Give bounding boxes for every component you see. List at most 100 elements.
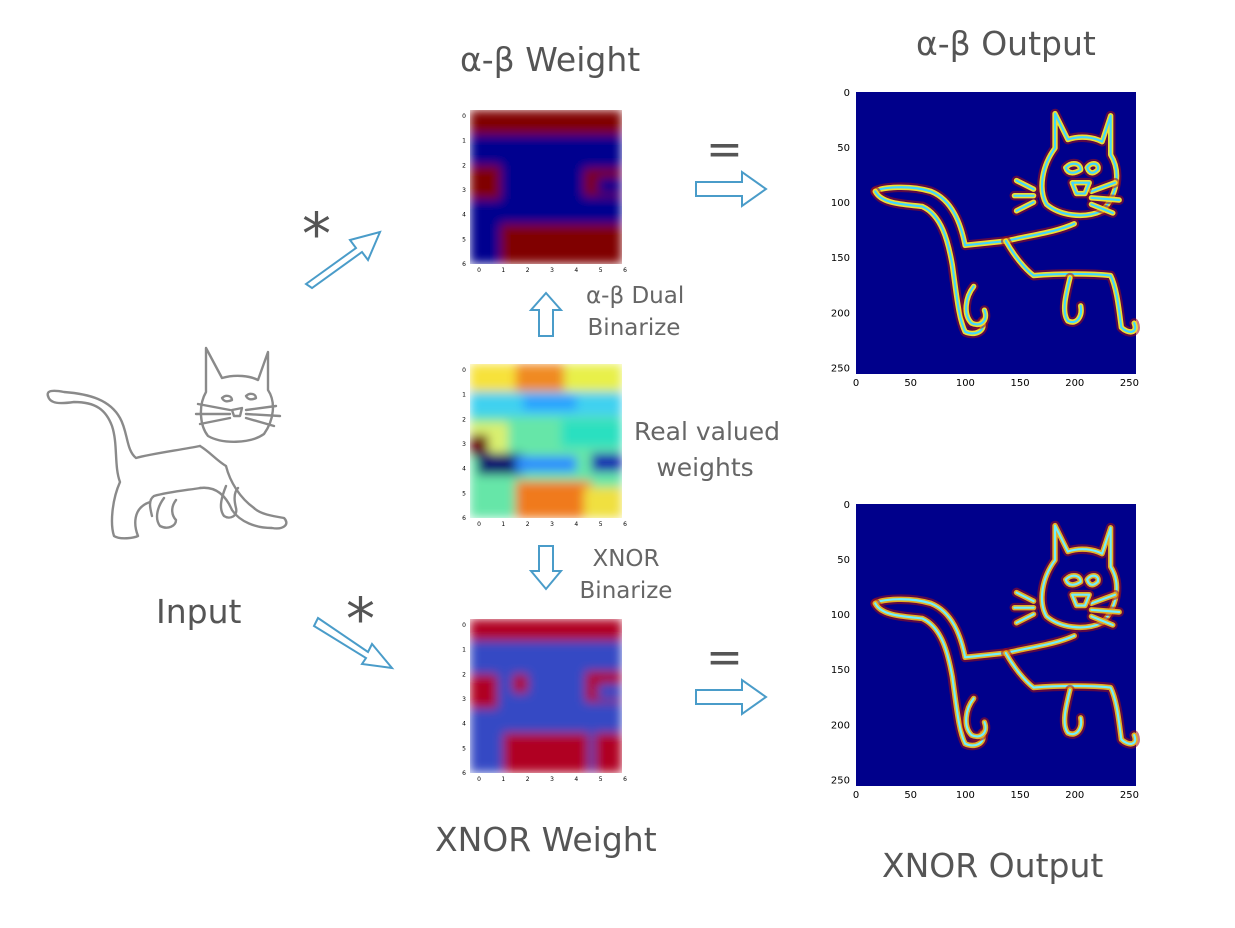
xnor-output-x-tick: 50 <box>904 790 917 801</box>
xnor-weight-region <box>512 674 528 693</box>
arrow-to-ab-weight <box>304 230 382 290</box>
ab-weight-region <box>470 110 622 135</box>
real-weight-region <box>477 453 524 475</box>
ab-weight-x-tick: 6 <box>623 267 627 274</box>
ab-output-y-tick: 0 <box>844 88 850 99</box>
xnor-weight-x-tick: 3 <box>550 776 554 783</box>
xnor-weight-y-tick: 5 <box>462 745 466 752</box>
real-line2: weights <box>656 453 754 482</box>
edge-inner <box>1071 181 1091 195</box>
real-weight-x-tick: 6 <box>623 521 627 528</box>
real-weight-y-tick: 2 <box>462 416 466 423</box>
xnor-weight-y-tick: 4 <box>462 721 466 728</box>
real-weight-region <box>470 434 489 457</box>
convolve-symbol-bottom: * <box>346 585 375 653</box>
real-weight-x-tick: 1 <box>501 521 505 528</box>
ab-output-x-tick: 0 <box>853 378 859 389</box>
edge-inner <box>874 598 1076 659</box>
real-weight-y-tick: 5 <box>462 490 466 497</box>
edge-inner <box>1063 688 1083 736</box>
ab-output-x-tick: 200 <box>1065 378 1084 389</box>
real-weight-region <box>515 481 592 518</box>
real-valued-weight-heatmap: 0 1 2 3 4 5 6 0 1 2 3 4 5 6 <box>462 364 627 528</box>
xnor-output-cat-edges <box>870 520 1140 751</box>
real-weight-region <box>561 419 622 448</box>
ab-weight-x-tick: 0 <box>477 267 481 274</box>
arrow-to-xnor-output <box>695 678 768 716</box>
xnor-weight-region <box>594 732 622 773</box>
ab-weight-y-tick: 4 <box>462 212 466 219</box>
ab-weight-x-tick: 5 <box>599 267 603 274</box>
convolve-symbol-top: * <box>302 200 331 268</box>
xnor-output-x-tick: 100 <box>956 790 975 801</box>
xnor-line2: Binarize <box>579 578 673 604</box>
real-weight-region <box>523 394 577 411</box>
edge-inner <box>965 697 987 738</box>
xnor-output-y-tick: 250 <box>831 775 850 786</box>
real-weight-region <box>584 487 622 518</box>
xnor-weight-heatmap: 0 1 2 3 4 5 6 0 1 2 3 4 5 6 <box>462 619 627 783</box>
xnor-output-x-tick: 150 <box>1011 790 1030 801</box>
ab-dual-binarize-label: α-β Dual Binarize <box>586 280 684 344</box>
real-weight-region <box>470 474 524 518</box>
ab-weight-heatmap: 0 1 2 3 4 5 6 0 1 2 3 4 5 6 <box>462 110 627 274</box>
ab-dual-line2: Binarize <box>587 315 681 341</box>
ab-weight-x-tick: 2 <box>526 267 530 274</box>
real-weight-y-tick: 6 <box>462 515 466 522</box>
xnor-line1: XNOR <box>592 546 660 572</box>
ab-output-y-tick: 200 <box>831 308 850 319</box>
xnor-output-x-tick: 250 <box>1120 790 1139 801</box>
ab-weight-region <box>470 165 501 200</box>
ab-weight-y-tick: 1 <box>462 138 466 145</box>
xnor-output-x-tick: 200 <box>1065 790 1084 801</box>
input-cat-drawing <box>46 346 288 540</box>
real-weight-y-tick: 4 <box>462 466 466 473</box>
edge-inner <box>1071 593 1091 607</box>
real-weight-x-tick: 0 <box>477 521 481 528</box>
xnor-output-y-tick: 0 <box>844 500 850 511</box>
ab-weight-title: α-β Weight <box>460 40 641 79</box>
xnor-weight-title: XNOR Weight <box>435 820 657 859</box>
edge-inner <box>1004 651 1137 745</box>
arrow-down-xnor-binarize <box>528 545 564 591</box>
xnor-weight-x-tick: 4 <box>574 776 578 783</box>
edge-inner <box>1013 179 1121 215</box>
arrow-to-ab-output <box>695 170 768 208</box>
ab-weight-y-tick: 6 <box>462 261 466 268</box>
edge-inner <box>1064 574 1100 586</box>
arrow-to-xnor-weight <box>312 616 395 670</box>
xnor-weight-region <box>597 683 622 700</box>
ab-weight-x-tick: 1 <box>501 267 505 274</box>
input-title: Input <box>156 592 242 631</box>
xnor-weight-y-tick: 3 <box>462 696 466 703</box>
real-valued-weights-label: Real valued weights <box>634 414 780 486</box>
ab-weight-region <box>597 177 622 194</box>
xnor-weight-x-tick: 2 <box>526 776 530 783</box>
xnor-output-title: XNOR Output <box>882 846 1104 885</box>
xnor-weight-x-tick: 5 <box>599 776 603 783</box>
real-weight-y-tick: 3 <box>462 441 466 448</box>
xnor-output-y-tick: 150 <box>831 665 850 676</box>
ab-weight-y-tick: 5 <box>462 236 466 243</box>
ab-output-x-tick: 150 <box>1011 378 1030 389</box>
ab-output-cat-edges <box>870 108 1140 339</box>
ab-output-x-tick: 50 <box>904 378 917 389</box>
xnor-binarize-label: XNOR Binarize <box>578 543 674 607</box>
real-weight-x-tick: 2 <box>526 521 530 528</box>
real-weight-x-tick: 4 <box>574 521 578 528</box>
xnor-output-y-tick: 100 <box>831 610 850 621</box>
equals-symbol-bottom: = <box>706 632 743 683</box>
ab-output-title: α-β Output <box>916 24 1096 63</box>
ab-weight-x-tick: 4 <box>574 267 578 274</box>
xnor-weight-x-tick: 6 <box>623 776 627 783</box>
xnor-weight-region <box>503 732 589 773</box>
xnor-weight-y-tick: 1 <box>462 647 466 654</box>
real-weight-x-tick: 3 <box>550 521 554 528</box>
equals-symbol-top: = <box>706 124 743 175</box>
real-weight-x-tick: 5 <box>599 521 603 528</box>
edge-inner <box>874 190 985 335</box>
real-weight-y-tick: 0 <box>462 367 466 374</box>
xnor-weight-y-tick: 0 <box>462 622 466 629</box>
